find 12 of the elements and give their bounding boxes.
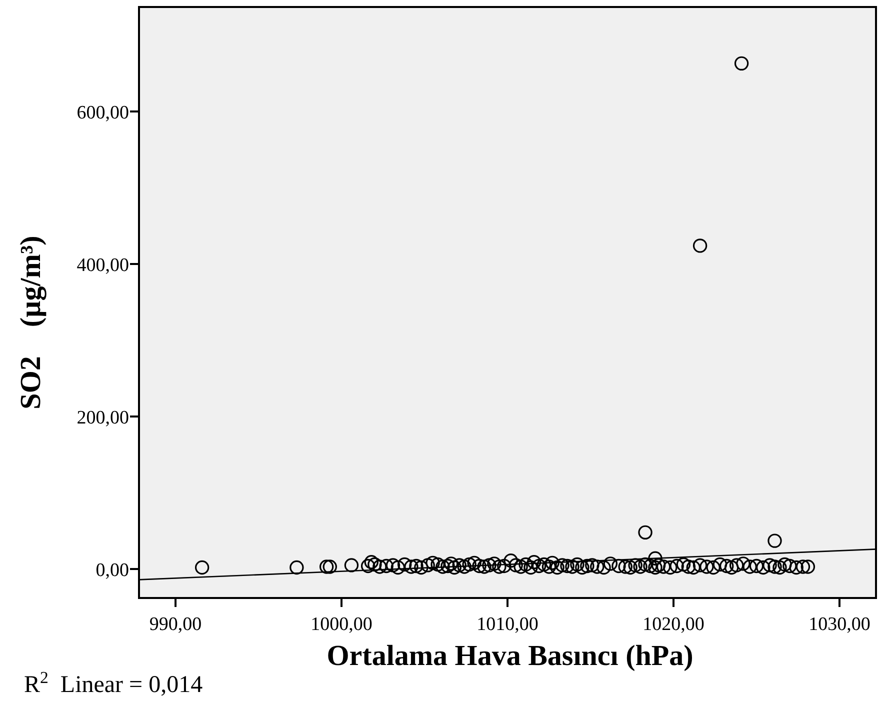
x-tick-label: 1010,00: [476, 614, 538, 635]
y-tick-label: 400,00: [76, 254, 129, 276]
x-tick-label: 990,00: [149, 614, 202, 635]
y-tick-label: 0,00: [96, 560, 129, 582]
x-axis-title: Ortalama Hava Basıncı (hPa): [326, 640, 694, 672]
x-tick-label: 1030,00: [808, 614, 870, 635]
x-tick-label: 1020,00: [642, 614, 704, 635]
y-axis-title: SO2 (µg/m³): [15, 236, 47, 410]
y-tick-label: 200,00: [76, 408, 129, 429]
y-tick-label: 600,00: [76, 102, 129, 124]
text: R$^{2}$ Linear = 0,014: [24, 668, 203, 698]
x-tick-label: 1000,00: [310, 614, 372, 635]
